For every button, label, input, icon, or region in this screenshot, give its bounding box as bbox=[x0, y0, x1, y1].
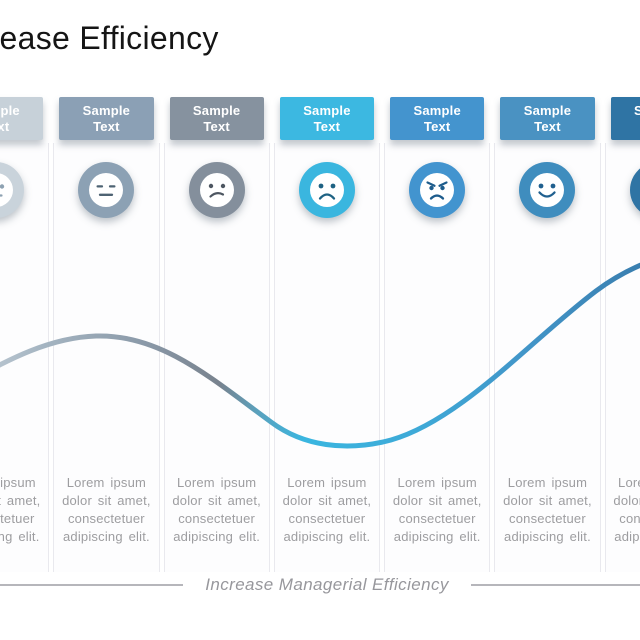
stage-column: Sample Text Lorem ipsum dolor sit amet, … bbox=[492, 90, 602, 572]
stage-header-label: Sample Text bbox=[192, 102, 241, 134]
stage-header-label: Sample Text bbox=[633, 102, 640, 118]
stage-header: Sample Text bbox=[610, 97, 640, 140]
stage-columns: Sample Text Lorem ipsum dolor sit amet, … bbox=[0, 90, 640, 572]
page-title: Increase Efficiency bbox=[0, 20, 219, 56]
stage-description: Lorem ipsum dolor sit amet, consectetuer… bbox=[392, 475, 482, 544]
stage-column: Sample Text Lorem ipsum dolor sit amet, … bbox=[382, 90, 492, 572]
divider-line bbox=[470, 584, 640, 586]
stage-description: Lorem ipsum dolor sit amet, consectetuer… bbox=[172, 475, 261, 544]
face-graphic bbox=[199, 173, 234, 207]
angry-face-icon bbox=[409, 162, 466, 218]
stage-header-label: Sample Text bbox=[413, 102, 461, 134]
stage-header: Sample Text bbox=[390, 97, 485, 140]
stage-description: Lorem ipsum dolor sit amet, consectetuer… bbox=[282, 475, 372, 544]
face-graphic bbox=[420, 173, 455, 207]
stage-column: Sample Text Lorem ipsum dolor sit amet, … bbox=[272, 90, 382, 572]
stage-header: Sample Text bbox=[279, 97, 375, 140]
happy-face-icon bbox=[519, 162, 576, 218]
stage-header: Sample Text bbox=[169, 97, 264, 140]
divider-line bbox=[0, 584, 184, 586]
stage-header-label: Sample Text bbox=[0, 102, 20, 134]
stage-header-label: Sample Text bbox=[82, 102, 131, 134]
stage-description: Lorem ipsum dolor sit amet, consectetuer… bbox=[62, 475, 151, 544]
stage-description: Lorem ipsum dolor sit amet, consectetuer… bbox=[0, 475, 41, 544]
stage-column: Sample Text Lorem ipsum dolor sit amet, … bbox=[51, 90, 161, 572]
footer: Increase Managerial Efficiency bbox=[0, 575, 640, 594]
stage-header: Sample Text bbox=[59, 97, 154, 140]
stage-description: Lorem ipsum dolor sit amet, consectetuer… bbox=[503, 475, 592, 544]
stage-column: Sample Text Lorem ipsum dolor sit amet, … bbox=[0, 90, 51, 572]
stage-header-label: Sample Text bbox=[303, 102, 351, 134]
stage-description: Lorem ipsum dolor sit amet, consectetuer… bbox=[613, 475, 640, 544]
face-graphic bbox=[309, 173, 344, 207]
face-graphic bbox=[530, 173, 565, 207]
confused-face-icon bbox=[188, 162, 245, 218]
stage-header: Sample Text bbox=[500, 97, 595, 140]
happy-face-icon bbox=[629, 162, 640, 218]
stage-column: Sample Text Lorem ipsum dolor sit amet, … bbox=[603, 90, 640, 572]
footer-caption: Increase Managerial Efficiency bbox=[205, 575, 449, 594]
stage-header: Sample Text bbox=[0, 97, 44, 140]
sad-face-icon bbox=[298, 162, 355, 218]
stage-header-label: Sample Text bbox=[523, 102, 572, 134]
face-graphic bbox=[89, 173, 124, 207]
expressionless-face-icon bbox=[78, 162, 135, 218]
face-graphic bbox=[0, 173, 14, 207]
stage-column: Sample Text Lorem ipsum dolor sit amet, … bbox=[162, 90, 272, 572]
